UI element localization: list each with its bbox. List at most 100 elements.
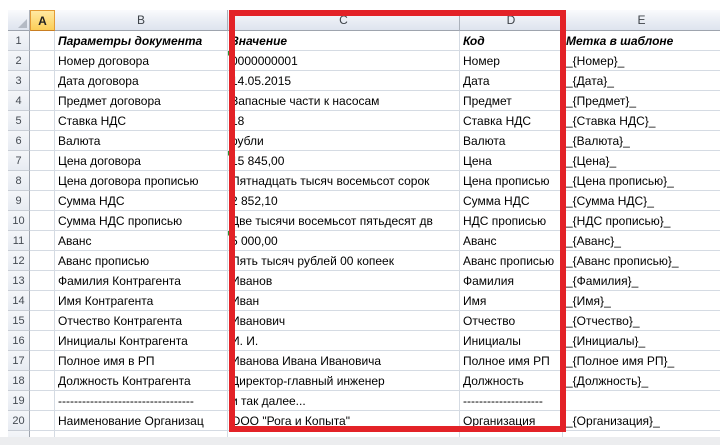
row-header-8[interactable]: 8 xyxy=(8,171,30,191)
cell-A7[interactable] xyxy=(30,151,55,171)
cell-A8[interactable] xyxy=(30,171,55,191)
cell-E3[interactable]: _{Дата}_ xyxy=(563,71,720,91)
cell-C17[interactable]: Иванова Ивана Ивановича xyxy=(228,351,460,371)
row-header-6[interactable]: 6 xyxy=(8,131,30,151)
column-header-D[interactable]: D xyxy=(460,10,563,31)
cell-A3[interactable] xyxy=(30,71,55,91)
cell-A21[interactable] xyxy=(30,431,55,437)
row-header-3[interactable]: 3 xyxy=(8,71,30,91)
cell-C11[interactable]: 5 000,00 xyxy=(228,231,460,251)
cell-A1[interactable] xyxy=(30,31,55,51)
cell-C12[interactable]: Пять тысяч рублей 00 копеек xyxy=(228,251,460,271)
cell-C9[interactable]: 2 852,10 xyxy=(228,191,460,211)
cell-D17[interactable]: Полное имя РП xyxy=(460,351,563,371)
row-header-5[interactable]: 5 xyxy=(8,111,30,131)
cell-D19[interactable]: -------------------- xyxy=(460,391,563,411)
cell-D6[interactable]: Валюта xyxy=(460,131,563,151)
cell-E9[interactable]: _{Сумма НДС}_ xyxy=(563,191,720,211)
cell-B4[interactable]: Предмет договора xyxy=(55,91,228,111)
cell-E18[interactable]: _{Должность}_ xyxy=(563,371,720,391)
column-header-B[interactable]: B xyxy=(55,10,228,31)
cell-A11[interactable] xyxy=(30,231,55,251)
cell-C1[interactable]: Значение xyxy=(228,31,460,51)
cell-D15[interactable]: Отчество xyxy=(460,311,563,331)
row-header-16[interactable]: 16 xyxy=(8,331,30,351)
cell-D5[interactable]: Ставка НДС xyxy=(460,111,563,131)
row-header-18[interactable]: 18 xyxy=(8,371,30,391)
cell-C21[interactable] xyxy=(228,431,460,437)
cell-B17[interactable]: Полное имя в РП xyxy=(55,351,228,371)
cell-B9[interactable]: Сумма НДС xyxy=(55,191,228,211)
cell-A13[interactable] xyxy=(30,271,55,291)
row-header-20[interactable]: 20 xyxy=(8,411,30,431)
row-header-10[interactable]: 10 xyxy=(8,211,30,231)
cell-B14[interactable]: Имя Контрагента xyxy=(55,291,228,311)
column-header-C[interactable]: C xyxy=(228,10,460,31)
cell-D10[interactable]: НДС прописью xyxy=(460,211,563,231)
row-header-14[interactable]: 14 xyxy=(8,291,30,311)
cell-D9[interactable]: Сумма НДС xyxy=(460,191,563,211)
cell-D13[interactable]: Фамилия xyxy=(460,271,563,291)
row-header-17[interactable]: 17 xyxy=(8,351,30,371)
cell-D3[interactable]: Дата xyxy=(460,71,563,91)
cell-A9[interactable] xyxy=(30,191,55,211)
cell-B19[interactable]: ---------------------------------- xyxy=(55,391,228,411)
cell-D21[interactable] xyxy=(460,431,563,437)
cell-B2[interactable]: Номер договора xyxy=(55,51,228,71)
select-all-button[interactable] xyxy=(8,10,30,31)
cell-E14[interactable]: _{Имя}_ xyxy=(563,291,720,311)
cell-A12[interactable] xyxy=(30,251,55,271)
cell-C13[interactable]: Иванов xyxy=(228,271,460,291)
cell-E12[interactable]: _{Аванс прописью}_ xyxy=(563,251,720,271)
row-header-4[interactable]: 4 xyxy=(8,91,30,111)
cell-B11[interactable]: Аванс xyxy=(55,231,228,251)
cell-D8[interactable]: Цена прописью xyxy=(460,171,563,191)
cell-E21[interactable] xyxy=(563,431,720,437)
row-header-19[interactable]: 19 xyxy=(8,391,30,411)
cell-A4[interactable] xyxy=(30,91,55,111)
cell-B10[interactable]: Сумма НДС прописью xyxy=(55,211,228,231)
cell-D14[interactable]: Имя xyxy=(460,291,563,311)
cell-A5[interactable] xyxy=(30,111,55,131)
row-header-15[interactable]: 15 xyxy=(8,311,30,331)
row-header-13[interactable]: 13 xyxy=(8,271,30,291)
cell-C16[interactable]: И. И. xyxy=(228,331,460,351)
cell-E7[interactable]: _{Цена}_ xyxy=(563,151,720,171)
cell-C3[interactable]: 14.05.2015 xyxy=(228,71,460,91)
cell-D4[interactable]: Предмет xyxy=(460,91,563,111)
cell-D1[interactable]: Код xyxy=(460,31,563,51)
cell-B21[interactable] xyxy=(55,431,228,437)
row-header-11[interactable]: 11 xyxy=(8,231,30,251)
cell-B15[interactable]: Отчество Контрагента xyxy=(55,311,228,331)
cell-C15[interactable]: Иванович xyxy=(228,311,460,331)
cell-A19[interactable] xyxy=(30,391,55,411)
cell-B13[interactable]: Фамилия Контрагента xyxy=(55,271,228,291)
cell-D12[interactable]: Аванс прописью xyxy=(460,251,563,271)
cell-D18[interactable]: Должность xyxy=(460,371,563,391)
cell-D11[interactable]: Аванс xyxy=(460,231,563,251)
cell-B6[interactable]: Валюта xyxy=(55,131,228,151)
cell-C6[interactable]: рубли xyxy=(228,131,460,151)
cell-D16[interactable]: Инициалы xyxy=(460,331,563,351)
cell-B16[interactable]: Инициалы Контрагента xyxy=(55,331,228,351)
cell-A14[interactable] xyxy=(30,291,55,311)
cell-C20[interactable]: ООО "Рога и Копыта" xyxy=(228,411,460,431)
cell-A2[interactable] xyxy=(30,51,55,71)
cell-C19[interactable]: и так далее... xyxy=(228,391,460,411)
cell-B12[interactable]: Аванс прописью xyxy=(55,251,228,271)
cell-B8[interactable]: Цена договора прописью xyxy=(55,171,228,191)
cell-E13[interactable]: _{Фамилия}_ xyxy=(563,271,720,291)
cell-B18[interactable]: Должность Контрагента xyxy=(55,371,228,391)
cell-A10[interactable] xyxy=(30,211,55,231)
cell-D7[interactable]: Цена xyxy=(460,151,563,171)
cell-E6[interactable]: _{Валюта}_ xyxy=(563,131,720,151)
cell-B3[interactable]: Дата договора xyxy=(55,71,228,91)
cell-B20[interactable]: Наименование Организац xyxy=(55,411,228,431)
cell-D20[interactable]: Организация xyxy=(460,411,563,431)
row-header-2[interactable]: 2 xyxy=(8,51,30,71)
cell-A6[interactable] xyxy=(30,131,55,151)
cell-A18[interactable] xyxy=(30,371,55,391)
cell-B5[interactable]: Ставка НДС xyxy=(55,111,228,131)
row-header-12[interactable]: 12 xyxy=(8,251,30,271)
cell-E11[interactable]: _{Аванс}_ xyxy=(563,231,720,251)
